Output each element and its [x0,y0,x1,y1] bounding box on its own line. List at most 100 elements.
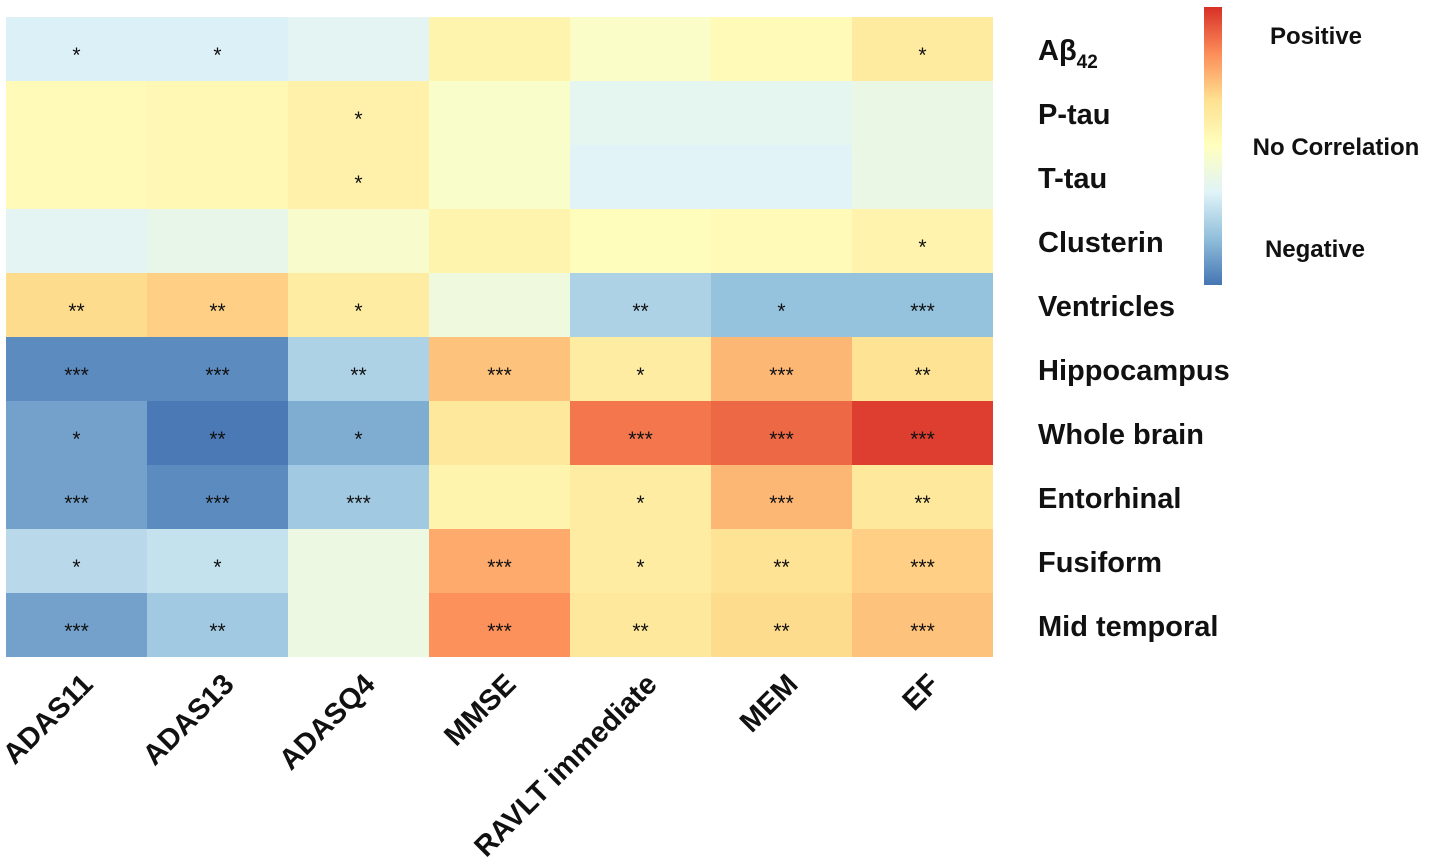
heatmap-cell-r0-c4 [570,17,711,81]
heatmap-cell-r9-c6 [852,593,993,657]
significance-marker-r8-c3: *** [487,556,512,579]
heatmap-cell-r5-c3 [429,337,570,401]
heatmap-cell-r5-c2 [288,337,429,401]
significance-marker-r5-c2: ** [350,364,366,387]
heatmap-cell-r2-c4 [570,145,711,209]
heatmap-cell-r1-c5 [711,81,852,145]
significance-markers: * * ****** ** * ** * ****** *** ** *** * *** *** ** * **… [64,44,935,643]
heatmap-cell-r3-c2 [288,209,429,273]
heatmap-cell-r8-c6 [852,529,993,593]
heatmap-cell-r8-c4 [570,529,711,593]
column-label-0: ADAS11 [0,668,99,770]
heatmap-cell-r8-c2 [288,529,429,593]
heatmap-cell-r9-c1 [147,593,288,657]
heatmap-cell-r1-c6 [852,81,993,145]
row-label-6: Whole brain [1038,419,1204,451]
row-label-7: Entorhinal [1038,483,1181,515]
row-labels: Aβ42 P-tau T-tau Clusterin Ventricles Hippoca… [1038,35,1230,643]
heatmap-cell-r5-c6 [852,337,993,401]
significance-marker-r5-c1: *** [205,364,230,387]
significance-marker-r0-c1: * [213,44,221,67]
significance-marker-r2-c2: * [354,172,362,195]
heatmap-cells [6,17,993,657]
significance-marker-r8-c5: ** [773,556,789,579]
legend-label-positive: Positive [1270,23,1362,50]
row-label-1: P-tau [1038,99,1111,131]
significance-marker-r9-c0: *** [64,620,89,643]
significance-marker-r4-c0: ** [68,300,84,323]
heatmap-cell-r0-c3 [429,17,570,81]
heatmap-cell-r5-c1 [147,337,288,401]
significance-marker-r5-c5: *** [769,364,794,387]
heatmap-cell-r1-c4 [570,81,711,145]
heatmap-cell-r4-c6 [852,273,993,337]
significance-marker-r9-c6: *** [910,620,935,643]
significance-marker-r4-c4: ** [632,300,648,323]
heatmap-cell-r8-c3 [429,529,570,593]
significance-marker-r6-c1: ** [209,428,225,451]
significance-marker-r7-c4: * [636,492,644,515]
heatmap-cell-r6-c4 [570,401,711,465]
heatmap-cell-r9-c5 [711,593,852,657]
significance-marker-r4-c1: ** [209,300,225,323]
heatmap-cell-r8-c5 [711,529,852,593]
heatmap-cell-r3-c3 [429,209,570,273]
significance-marker-r5-c3: *** [487,364,512,387]
column-label-5: MEM [734,668,804,738]
significance-marker-r9-c5: ** [773,620,789,643]
heatmap-cell-r0-c0 [6,17,147,81]
heatmap-cell-r7-c2 [288,465,429,529]
heatmap-cell-r6-c2 [288,401,429,465]
heatmap-cell-r0-c6 [852,17,993,81]
legend-label-negative: Negative [1265,236,1365,263]
significance-marker-r8-c0: * [72,556,80,579]
significance-marker-r6-c0: * [72,428,80,451]
heatmap-cell-r7-c4 [570,465,711,529]
significance-marker-r5-c0: *** [64,364,89,387]
heatmap-cell-r6-c3 [429,401,570,465]
heatmap-cell-r0-c1 [147,17,288,81]
heatmap-cell-r6-c1 [147,401,288,465]
significance-marker-r8-c4: * [636,556,644,579]
significance-marker-r4-c5: * [777,300,785,323]
significance-marker-r7-c0: *** [64,492,89,515]
row-label-8: Fusiform [1038,547,1162,579]
significance-marker-r0-c6: * [918,44,926,67]
column-label-6: EF [897,668,946,717]
heatmap-cell-r4-c1 [147,273,288,337]
heatmap-cell-r4-c4 [570,273,711,337]
significance-marker-r6-c5: *** [769,428,794,451]
heatmap-cell-r3-c1 [147,209,288,273]
significance-marker-r5-c4: * [636,364,644,387]
heatmap-cell-r5-c5 [711,337,852,401]
heatmap-cell-r7-c0 [6,465,147,529]
significance-marker-r6-c2: * [354,428,362,451]
heatmap-cell-r2-c6 [852,145,993,209]
heatmap-cell-r1-c0 [6,81,147,145]
legend-colorbar [1204,7,1222,285]
significance-marker-r6-c4: *** [628,428,653,451]
row-label-9: Mid temporal [1038,611,1218,643]
heatmap-cell-r3-c4 [570,209,711,273]
significance-marker-r4-c6: *** [910,300,935,323]
heatmap-cell-r7-c3 [429,465,570,529]
row-label-0: Aβ42 [1038,35,1098,73]
heatmap-cell-r9-c4 [570,593,711,657]
heatmap-cell-r3-c0 [6,209,147,273]
heatmap-cell-r0-c5 [711,17,852,81]
heatmap-cell-r4-c3 [429,273,570,337]
heatmap-cell-r1-c1 [147,81,288,145]
heatmap-cell-r2-c1 [147,145,288,209]
heatmap-cell-r4-c0 [6,273,147,337]
row-label-4: Ventricles [1038,291,1175,323]
heatmap-cell-r3-c5 [711,209,852,273]
column-label-2: ADASQ4 [273,668,381,776]
significance-marker-r7-c5: *** [769,492,794,515]
column-label-1: ADAS13 [137,668,241,772]
significance-marker-r9-c4: ** [632,620,648,643]
row-label-2: T-tau [1038,163,1107,195]
heatmap-cell-r8-c1 [147,529,288,593]
significance-marker-r8-c6: *** [910,556,935,579]
